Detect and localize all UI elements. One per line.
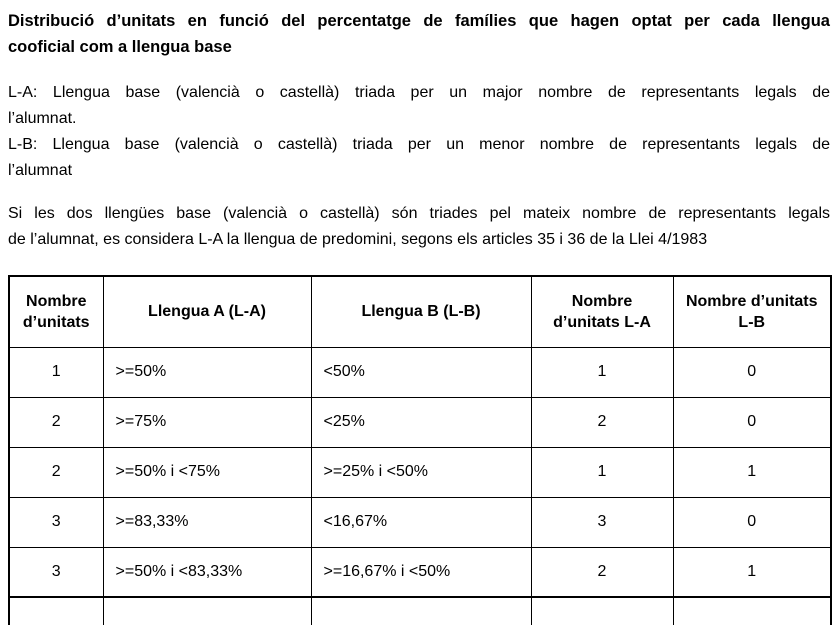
table-cell [530, 596, 674, 625]
table-cell: 1 [8, 346, 104, 398]
paragraph-line: de l’alumnat, es considera L-A la llengu… [8, 231, 708, 248]
table-cell: <25% [310, 396, 532, 448]
table-cell: 3 [8, 546, 104, 598]
table-cell [310, 596, 532, 625]
table-cell: 1 [530, 346, 674, 398]
table-row-partial [8, 596, 832, 625]
table-row: 2 >=75% <25% 2 0 [8, 396, 832, 448]
table-cell [102, 596, 312, 625]
table-row: 3 >=83,33% <16,67% 3 0 [8, 496, 832, 548]
table-cell: >=83,33% [102, 496, 312, 548]
table-row: 3 >=50% i <83,33% >=16,67% i <50% 2 1 [8, 546, 832, 598]
header-nombre-unitats: Nombre d’unitats [8, 275, 104, 348]
table-cell: 3 [530, 496, 674, 548]
table-cell [672, 596, 832, 625]
table-cell: >=50% i <83,33% [102, 546, 312, 598]
paragraph-line: L-B: Llengua base (valencià o castellà) … [8, 136, 830, 153]
paragraph-line: l’alumnat [8, 162, 73, 179]
paragraph-line: Si les dos llengües base (valencià o cas… [8, 205, 830, 222]
paragraph-line: L-A: Llengua base (valencià o castellà) … [8, 84, 830, 101]
table-cell: 3 [8, 496, 104, 548]
table-cell: 0 [672, 346, 832, 398]
table-cell: >=25% i <50% [310, 446, 532, 498]
distribution-table: Nombre d’unitats Llengua A (L-A) Llengua… [8, 275, 832, 625]
header-nombre-unitats-lb: Nombre d’unitats L-B [672, 275, 832, 348]
table-cell: >=50% [102, 346, 312, 398]
table-cell [8, 596, 104, 625]
table-cell: 0 [672, 396, 832, 448]
table-cell: >=75% [102, 396, 312, 448]
header-nombre-unitats-la: Nombre d’unitats L-A [530, 275, 674, 348]
header-llengua-b: Llengua B (L-B) [310, 275, 532, 348]
table-header-row: Nombre d’unitats Llengua A (L-A) Llengua… [8, 275, 832, 348]
title-line: Distribució d’unitats en funció del perc… [8, 12, 830, 30]
document-title: Distribució d’unitats en funció del perc… [8, 8, 830, 60]
table-cell: 0 [672, 496, 832, 548]
table-cell: 2 [530, 546, 674, 598]
table-cell: 2 [8, 446, 104, 498]
table-row: 1 >=50% <50% 1 0 [8, 346, 832, 398]
table-cell: 1 [530, 446, 674, 498]
header-llengua-a: Llengua A (L-A) [102, 275, 312, 348]
table-cell: >=16,67% i <50% [310, 546, 532, 598]
paragraph-line: l’alumnat. [8, 110, 77, 127]
table-cell: <16,67% [310, 496, 532, 548]
title-line: cooficial com a llengua base [8, 38, 232, 56]
table-cell: 1 [672, 546, 832, 598]
tie-rule-paragraph: Si les dos llengües base (valencià o cas… [8, 201, 830, 253]
table-cell: 1 [672, 446, 832, 498]
definitions-paragraph: L-A: Llengua base (valencià o castellà) … [8, 80, 830, 184]
table-cell: >=50% i <75% [102, 446, 312, 498]
table-row: 2 >=50% i <75% >=25% i <50% 1 1 [8, 446, 832, 498]
table-cell: 2 [530, 396, 674, 448]
table-cell: <50% [310, 346, 532, 398]
table-cell: 2 [8, 396, 104, 448]
